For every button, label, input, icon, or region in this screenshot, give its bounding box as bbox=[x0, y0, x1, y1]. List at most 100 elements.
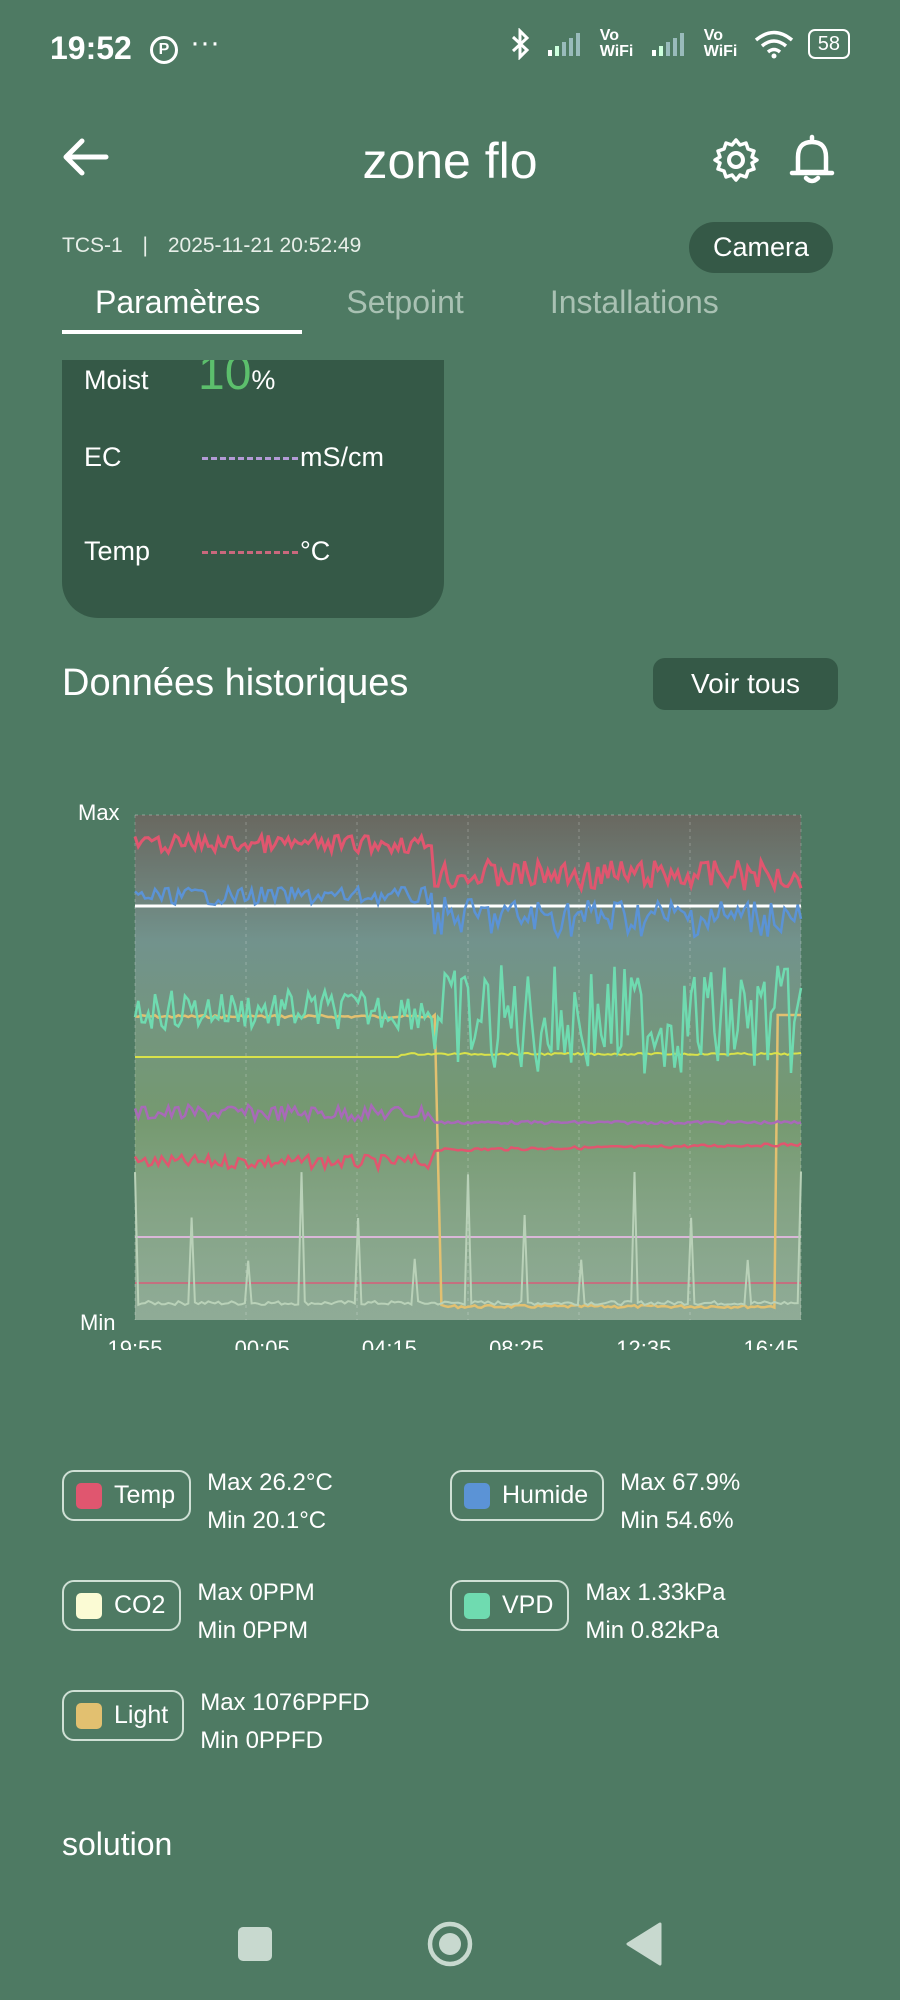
moist-unit: % bbox=[251, 365, 276, 395]
vpd-swatch bbox=[464, 1592, 490, 1619]
legend-co2-label: CO2 bbox=[114, 1591, 166, 1619]
history-chart: Max Min 19:55nov. 20 00:05nov. 21 04:15nov… bbox=[78, 800, 807, 1350]
legend-temp-label: Temp bbox=[114, 1481, 176, 1509]
min-label: Min bbox=[207, 1507, 246, 1534]
humide-max: 67.9% bbox=[672, 1469, 741, 1496]
x-tick-label: 16:45nov. 21 bbox=[736, 1336, 807, 1350]
see-all-button[interactable]: Voir tous bbox=[653, 658, 838, 710]
ec-unit: mS/cm bbox=[300, 442, 384, 472]
series-co2-line bbox=[135, 1051, 802, 1058]
vowifi-icon: Vo WiFi bbox=[599, 27, 634, 60]
tab-installations[interactable]: Installations bbox=[549, 284, 719, 320]
recent-apps-button[interactable] bbox=[238, 1927, 272, 1961]
light-swatch bbox=[76, 1702, 102, 1729]
x-tick-label: 08:25nov. 21 bbox=[481, 1336, 552, 1350]
humide-swatch bbox=[464, 1482, 490, 1509]
ec-row: EC mS/cm bbox=[84, 442, 384, 473]
moist-row: Moist 10% bbox=[84, 360, 275, 401]
series-vpd-line bbox=[133, 965, 803, 1074]
device-info: TCS-1 | 2025-11-21 20:52:49 bbox=[62, 234, 361, 258]
ec-label: EC bbox=[84, 442, 122, 472]
moist-label: Moist bbox=[84, 365, 149, 395]
vpd-min: 0.82kPa bbox=[630, 1617, 719, 1644]
legend-temp: Temp Max 26.2°C Min 20.1°C bbox=[62, 1469, 333, 1540]
legend-humide: Humide Max 67.9% Min 54.6% bbox=[450, 1469, 741, 1540]
tab-setpoint[interactable]: Setpoint bbox=[346, 284, 464, 320]
signal-icon bbox=[547, 33, 580, 56]
co2-max: 0PPM bbox=[249, 1579, 315, 1606]
min-label: Min bbox=[197, 1617, 237, 1644]
y-max-label: Max bbox=[78, 800, 120, 825]
divider: | bbox=[142, 234, 148, 257]
min-label: Min bbox=[585, 1617, 625, 1644]
series-spikes-line bbox=[134, 1171, 802, 1307]
home-button[interactable] bbox=[426, 1920, 474, 1968]
more-icon: ··· bbox=[190, 26, 220, 59]
back-button[interactable] bbox=[626, 1922, 662, 1966]
tab-bar: Paramètres Setpoint Installations bbox=[62, 284, 719, 321]
max-label: Max bbox=[197, 1579, 243, 1606]
active-tab-indicator bbox=[62, 330, 302, 334]
sensor-card: Moist 10% EC mS/cm Temp °C bbox=[62, 360, 444, 618]
legend-light-label: Light bbox=[114, 1701, 169, 1729]
last-update-time: 2025-11-21 20:52:49 bbox=[167, 234, 362, 257]
signal-icon bbox=[651, 33, 684, 56]
legend-temp-toggle[interactable]: Temp bbox=[62, 1470, 192, 1521]
legend-humide-label: Humide bbox=[502, 1481, 589, 1509]
max-label: Max bbox=[585, 1579, 631, 1606]
status-time: 19:52 bbox=[50, 30, 132, 66]
settings-gear-icon[interactable] bbox=[712, 136, 760, 184]
series-temp-low-line bbox=[133, 1142, 802, 1174]
wifi-icon bbox=[754, 30, 793, 59]
x-tick-label: 04:15nov. 21 bbox=[354, 1336, 425, 1350]
y-min-label: Min bbox=[80, 1310, 115, 1335]
x-tick-label: 12:35nov. 21 bbox=[609, 1336, 680, 1350]
notification-bell-icon[interactable] bbox=[786, 132, 838, 186]
x-tick-label: 00:05nov. 21 bbox=[227, 1336, 298, 1350]
series-purple-line bbox=[133, 1102, 802, 1126]
temp-max: 26.2°C bbox=[259, 1469, 333, 1496]
back-arrow-icon[interactable] bbox=[60, 132, 110, 182]
legend-vpd: VPD Max 1.33kPa Min 0.82kPa bbox=[450, 1579, 726, 1650]
co2-min: 0PPM bbox=[242, 1617, 309, 1644]
co2-swatch bbox=[76, 1592, 102, 1619]
legend-vpd-toggle[interactable]: VPD bbox=[450, 1580, 570, 1631]
ec-empty-value bbox=[202, 457, 298, 461]
light-min: 0PPFD bbox=[245, 1727, 323, 1754]
max-label: Max bbox=[207, 1469, 253, 1496]
battery-icon: 58 bbox=[807, 29, 850, 59]
light-max: 1076PPFD bbox=[252, 1689, 370, 1716]
temp-empty-value bbox=[202, 551, 298, 555]
device-id: TCS-1 bbox=[62, 234, 123, 257]
temp-min: 20.1°C bbox=[252, 1507, 327, 1534]
series-humide-line bbox=[134, 883, 803, 940]
series-temp-line bbox=[133, 830, 803, 894]
bluetooth-icon bbox=[511, 28, 529, 60]
history-title: Données historiques bbox=[62, 662, 409, 704]
x-tick-label: 19:55nov. 20 bbox=[100, 1336, 171, 1350]
status-icons: Vo WiFi Vo WiFi 58 bbox=[508, 28, 850, 60]
legend-humide-toggle[interactable]: Humide bbox=[450, 1470, 605, 1521]
legend-co2: CO2 Max 0PPM Min 0PPM bbox=[62, 1579, 315, 1650]
solution-section-title: solution bbox=[62, 1826, 173, 1862]
temp-swatch bbox=[76, 1482, 102, 1509]
moist-value: 10 bbox=[198, 360, 252, 400]
tab-parametres[interactable]: Paramètres bbox=[95, 284, 261, 320]
max-label: Max bbox=[200, 1689, 246, 1716]
max-label: Max bbox=[620, 1469, 666, 1496]
vowifi-icon: Vo WiFi bbox=[703, 27, 738, 60]
vpd-max: 1.33kPa bbox=[637, 1579, 726, 1606]
legend-light-toggle[interactable]: Light bbox=[62, 1690, 185, 1741]
page-title: zone flo bbox=[362, 133, 538, 189]
temp-row: Temp °C bbox=[84, 536, 330, 567]
legend-light: Light Max 1076PPFD Min 0PPFD bbox=[62, 1689, 370, 1760]
temp-unit: °C bbox=[300, 536, 331, 566]
camera-button[interactable]: Camera bbox=[688, 222, 833, 273]
humide-min: 54.6% bbox=[665, 1507, 734, 1534]
temp-label: Temp bbox=[84, 536, 151, 566]
min-label: Min bbox=[200, 1727, 239, 1754]
min-label: Min bbox=[620, 1507, 659, 1534]
legend-vpd-label: VPD bbox=[502, 1591, 554, 1619]
pinterest-icon: P bbox=[150, 36, 178, 64]
legend-co2-toggle[interactable]: CO2 bbox=[62, 1580, 182, 1631]
